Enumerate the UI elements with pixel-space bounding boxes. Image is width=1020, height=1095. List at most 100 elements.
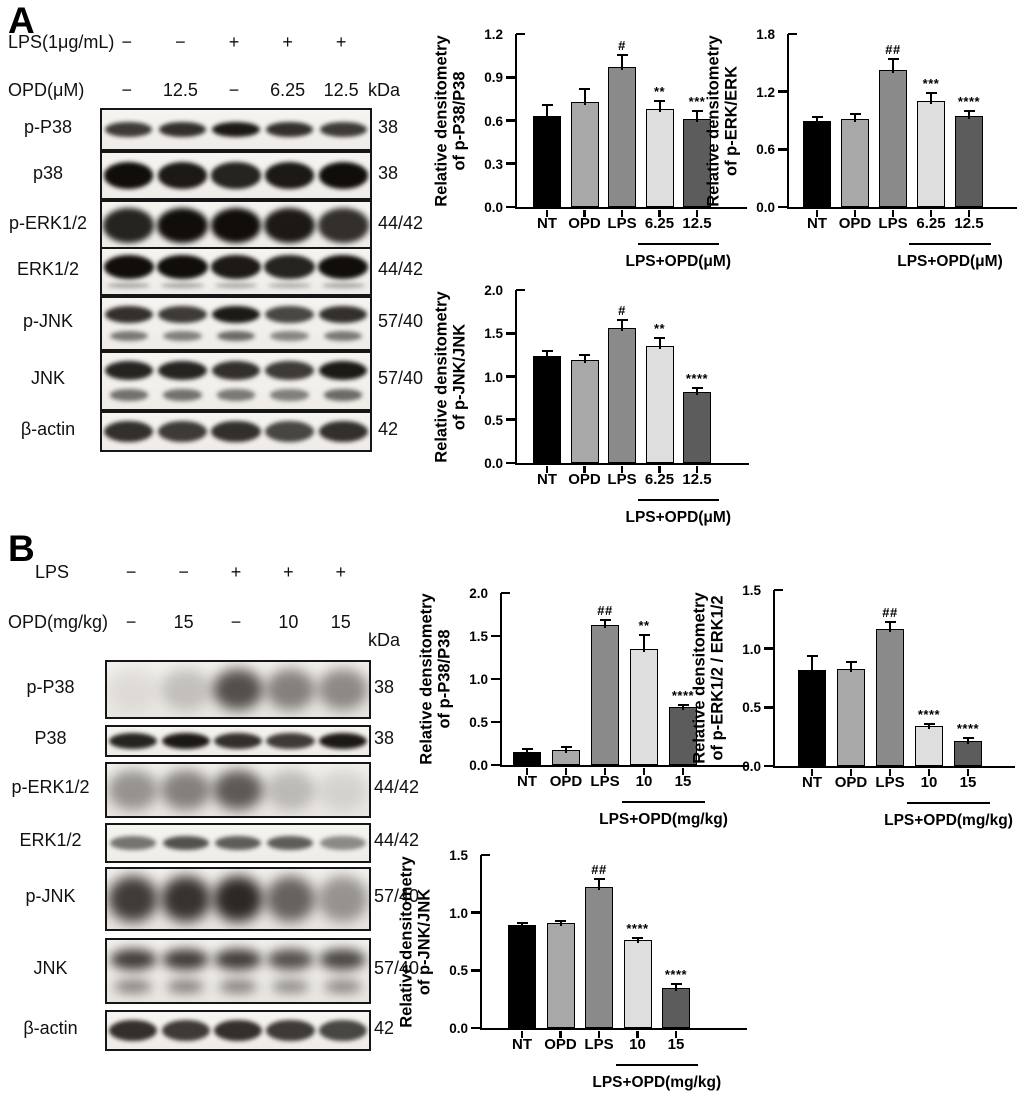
- blot-lane: [212, 727, 264, 755]
- blot-lane: [263, 249, 317, 294]
- y-tick: [777, 148, 787, 151]
- y-tick: [505, 331, 515, 335]
- x-tick: [810, 769, 814, 776]
- y-tick: [505, 461, 515, 465]
- blot-row-label: JNK: [33, 958, 68, 978]
- blot-row-label: p-P38: [23, 116, 73, 137]
- blot-lane: [212, 662, 264, 717]
- x-tick: [545, 210, 549, 217]
- blot-row-label: β-actin: [23, 1017, 78, 1038]
- blot-band: [105, 122, 153, 137]
- x-category-label: 10: [635, 773, 653, 790]
- blot-band: [214, 949, 262, 971]
- blot-band: [213, 732, 263, 750]
- blot-row-label: p-P38: [26, 676, 75, 697]
- blot-lane: [316, 298, 370, 349]
- y-axis-label: Relative densitometry of p-ERK/ERK: [704, 34, 741, 207]
- x-category-label: 15: [667, 1036, 685, 1053]
- blot-band: [317, 668, 368, 711]
- error-bar: [621, 55, 623, 71]
- y-tick: [505, 162, 515, 166]
- blot-band: [318, 162, 368, 189]
- blot-band: [267, 836, 314, 850]
- x-tick: [603, 768, 607, 775]
- blot-band: [323, 980, 362, 993]
- bar-OPD: [837, 668, 865, 766]
- significance-annotation: ##: [882, 604, 898, 620]
- blot-lane: [263, 202, 317, 249]
- blot-lane: [159, 662, 211, 717]
- y-tick-label: 0.0: [742, 759, 761, 774]
- chart-p-jnk-invivo: Relative densitometry of p-JNK/JNK 0.0 0.5 1…: [398, 848, 747, 1091]
- blot-band: [157, 254, 208, 280]
- kda-value: 38: [374, 728, 395, 748]
- blot-band: [321, 282, 365, 289]
- blot-band: [161, 732, 210, 750]
- blot-band: [213, 1019, 263, 1042]
- x-tick: [636, 1031, 639, 1038]
- kda-value: 44/42: [374, 830, 420, 850]
- y-tick-label: 0.5: [484, 412, 503, 428]
- axis-top-tick: [774, 588, 783, 592]
- blot-band: [319, 305, 368, 323]
- blot-lane: [156, 153, 210, 198]
- panel-b-letter: B: [8, 528, 35, 569]
- error-bar-cap: [541, 104, 553, 107]
- blot-band: [266, 949, 314, 971]
- x-category-label: NT: [512, 1036, 532, 1053]
- axis-top-tick: [516, 288, 525, 292]
- blot-band: [158, 361, 207, 381]
- blot-lane: [209, 298, 263, 349]
- treatment-value: 10: [278, 612, 299, 632]
- blot-lane: [156, 249, 210, 294]
- blot-row-label: p-ERK1/2: [8, 212, 88, 233]
- blot-band: [318, 732, 367, 750]
- blot-band: [158, 305, 207, 323]
- x-tick: [849, 769, 853, 776]
- y-tick-label: 1.0: [742, 641, 761, 657]
- blot-band: [265, 668, 316, 711]
- x-category-label: NT: [517, 773, 537, 790]
- blot-lane: [102, 153, 156, 198]
- blot-lane: [212, 940, 264, 1002]
- bar-NT: [533, 116, 561, 207]
- x-category-label: 12.5: [682, 215, 712, 232]
- kda-value: 57/40: [378, 368, 424, 388]
- y-axis-label: Relative densitometry of p-P38/P38: [432, 34, 469, 207]
- blot-lane: [107, 825, 159, 861]
- axis-top-tick: [788, 32, 797, 36]
- kda-value: 42: [374, 1017, 395, 1038]
- error-bar-cap: [654, 337, 665, 340]
- x-category-label: LPS: [607, 215, 637, 232]
- kda-unit-label: kDa: [368, 80, 401, 100]
- blot-lane: [159, 727, 211, 755]
- blot-band: [104, 305, 153, 323]
- x-category-label: 15: [674, 773, 692, 790]
- x-tick: [929, 210, 933, 217]
- x-category-label: 12.5: [682, 471, 712, 488]
- y-tick-label: 0.6: [484, 113, 503, 129]
- significance-annotation: ****: [917, 706, 941, 722]
- y-tick: [490, 720, 500, 724]
- blot-lane: [316, 153, 370, 198]
- significance-annotation: **: [653, 83, 666, 99]
- blot-lane: [317, 869, 369, 929]
- error-bar: [546, 352, 548, 359]
- bar-10: [915, 726, 943, 766]
- blot-band: [213, 770, 263, 810]
- y-tick-label: 0.0: [484, 200, 503, 215]
- y-tick-label: 0.0: [449, 1021, 468, 1036]
- error-bar-cap: [579, 353, 590, 356]
- bar-12.5: [955, 115, 983, 207]
- blot-row-label: JNK: [30, 368, 65, 388]
- blot-band: [212, 122, 260, 137]
- blot-lane: [212, 825, 264, 861]
- bar-NT: [533, 355, 561, 463]
- blot-lane: [102, 202, 156, 249]
- blot-band: [265, 305, 314, 323]
- treatment-row-label: OPD(μM): [8, 80, 85, 100]
- blot-band: [268, 282, 312, 289]
- error-bar-cap: [541, 350, 553, 353]
- blot-lane: [159, 825, 211, 861]
